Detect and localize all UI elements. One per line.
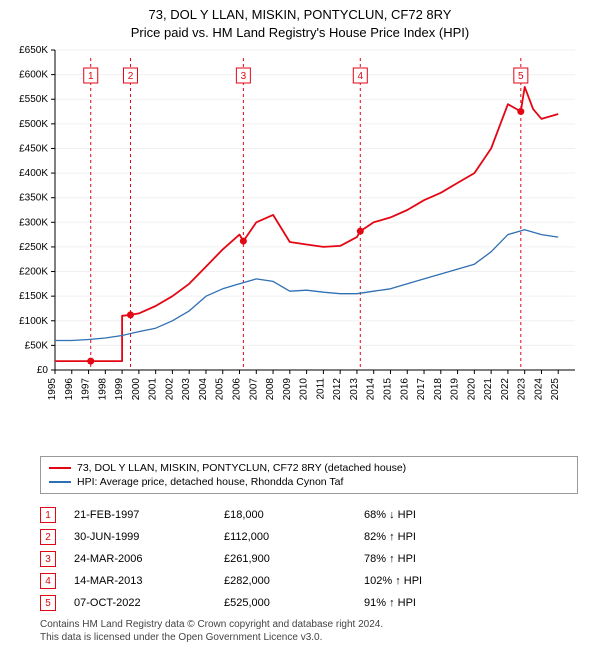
legend: 73, DOL Y LLAN, MISKIN, PONTYCLUN, CF72 … xyxy=(40,456,578,494)
legend-item: 73, DOL Y LLAN, MISKIN, PONTYCLUN, CF72 … xyxy=(49,461,569,475)
svg-text:2011: 2011 xyxy=(315,378,326,400)
svg-text:5: 5 xyxy=(518,71,524,82)
svg-text:2006: 2006 xyxy=(232,378,243,401)
svg-text:2021: 2021 xyxy=(483,378,494,401)
transaction-row: 3 24-MAR-2006£261,90078% ↑ HPI xyxy=(40,548,560,570)
svg-text:£350K: £350K xyxy=(19,193,48,204)
transaction-badge: 1 xyxy=(40,507,56,523)
svg-text:1997: 1997 xyxy=(81,378,92,401)
transaction-row: 2 30-JUN-1999£112,00082% ↑ HPI xyxy=(40,526,560,548)
chart-title-block: 73, DOL Y LLAN, MISKIN, PONTYCLUN, CF72 … xyxy=(0,0,600,41)
svg-text:2020: 2020 xyxy=(466,378,477,401)
transaction-price: £525,000 xyxy=(224,597,364,609)
svg-text:£550K: £550K xyxy=(19,94,48,105)
legend-label: HPI: Average price, detached house, Rhon… xyxy=(77,476,343,488)
legend-label: 73, DOL Y LLAN, MISKIN, PONTYCLUN, CF72 … xyxy=(77,462,406,474)
transaction-vs-hpi: 91% ↑ HPI xyxy=(364,597,514,609)
transaction-badge: 4 xyxy=(40,573,56,589)
svg-text:2019: 2019 xyxy=(450,378,461,401)
transaction-row: 4 14-MAR-2013£282,000102% ↑ HPI xyxy=(40,570,560,592)
svg-text:2024: 2024 xyxy=(533,378,544,401)
svg-text:2010: 2010 xyxy=(299,378,310,401)
legend-swatch xyxy=(49,467,71,469)
transaction-date: 21-FEB-1997 xyxy=(74,509,224,521)
svg-text:2005: 2005 xyxy=(215,378,226,401)
transaction-date: 14-MAR-2013 xyxy=(74,575,224,587)
svg-text:£450K: £450K xyxy=(19,143,48,154)
svg-text:2008: 2008 xyxy=(265,378,276,401)
svg-text:1: 1 xyxy=(88,71,94,82)
svg-text:£600K: £600K xyxy=(19,70,48,81)
transactions-table: 1 21-FEB-1997£18,00068% ↓ HPI 2 30-JUN-1999… xyxy=(40,504,560,614)
svg-text:2002: 2002 xyxy=(164,378,175,401)
svg-text:2004: 2004 xyxy=(198,378,209,401)
svg-text:2013: 2013 xyxy=(349,378,360,401)
svg-text:£250K: £250K xyxy=(19,242,48,253)
attribution-footer: Contains HM Land Registry data © Crown c… xyxy=(40,618,383,644)
svg-text:2023: 2023 xyxy=(517,378,528,401)
svg-text:2009: 2009 xyxy=(282,378,293,401)
svg-text:2014: 2014 xyxy=(366,378,377,401)
svg-text:2012: 2012 xyxy=(332,378,343,401)
svg-text:£400K: £400K xyxy=(19,168,48,179)
transaction-row: 5 07-OCT-2022£525,00091% ↑ HPI xyxy=(40,592,560,614)
svg-text:£300K: £300K xyxy=(19,217,48,228)
transaction-price: £112,000 xyxy=(224,531,364,543)
svg-text:2000: 2000 xyxy=(131,378,142,401)
svg-text:£50K: £50K xyxy=(25,340,49,351)
transaction-date: 07-OCT-2022 xyxy=(74,597,224,609)
legend-swatch xyxy=(49,481,71,483)
transaction-badge: 5 xyxy=(40,595,56,611)
svg-text:1995: 1995 xyxy=(47,378,58,401)
svg-text:2016: 2016 xyxy=(399,378,410,401)
transaction-price: £282,000 xyxy=(224,575,364,587)
svg-text:1998: 1998 xyxy=(97,378,108,401)
svg-text:1999: 1999 xyxy=(114,378,125,401)
svg-text:2022: 2022 xyxy=(500,378,511,401)
transaction-vs-hpi: 82% ↑ HPI xyxy=(364,531,514,543)
footer-line1: Contains HM Land Registry data © Crown c… xyxy=(40,618,383,631)
svg-text:2015: 2015 xyxy=(382,378,393,401)
svg-text:4: 4 xyxy=(358,71,364,82)
transaction-vs-hpi: 78% ↑ HPI xyxy=(364,553,514,565)
transaction-date: 24-MAR-2006 xyxy=(74,553,224,565)
title-line2: Price paid vs. HM Land Registry's House … xyxy=(0,24,600,42)
transaction-price: £261,900 xyxy=(224,553,364,565)
svg-text:3: 3 xyxy=(241,71,247,82)
svg-text:2003: 2003 xyxy=(181,378,192,401)
transaction-vs-hpi: 102% ↑ HPI xyxy=(364,575,514,587)
svg-text:£100K: £100K xyxy=(19,316,48,327)
svg-text:1996: 1996 xyxy=(64,378,75,401)
transaction-vs-hpi: 68% ↓ HPI xyxy=(364,509,514,521)
transaction-date: 30-JUN-1999 xyxy=(74,531,224,543)
svg-text:2007: 2007 xyxy=(248,378,259,401)
legend-item: HPI: Average price, detached house, Rhon… xyxy=(49,475,569,489)
footer-line2: This data is licensed under the Open Gov… xyxy=(40,631,383,644)
svg-text:2025: 2025 xyxy=(550,378,561,401)
chart-svg: £0 £50K £100K £150K £200K £250K £300K £350K £400… xyxy=(0,46,600,426)
svg-text:2: 2 xyxy=(128,71,134,82)
svg-text:£500K: £500K xyxy=(19,119,48,130)
svg-text:£650K: £650K xyxy=(19,46,48,56)
svg-text:£0: £0 xyxy=(37,365,49,376)
svg-text:£200K: £200K xyxy=(19,267,48,278)
svg-text:2017: 2017 xyxy=(416,378,427,401)
transaction-row: 1 21-FEB-1997£18,00068% ↓ HPI xyxy=(40,504,560,526)
svg-text:2001: 2001 xyxy=(148,378,159,401)
price-chart: £0 £50K £100K £150K £200K £250K £300K £350K £400… xyxy=(0,46,600,426)
transaction-badge: 2 xyxy=(40,529,56,545)
svg-text:£150K: £150K xyxy=(19,291,48,302)
title-line1: 73, DOL Y LLAN, MISKIN, PONTYCLUN, CF72 … xyxy=(0,6,600,24)
transaction-price: £18,000 xyxy=(224,509,364,521)
transaction-badge: 3 xyxy=(40,551,56,567)
svg-text:2018: 2018 xyxy=(433,378,444,401)
